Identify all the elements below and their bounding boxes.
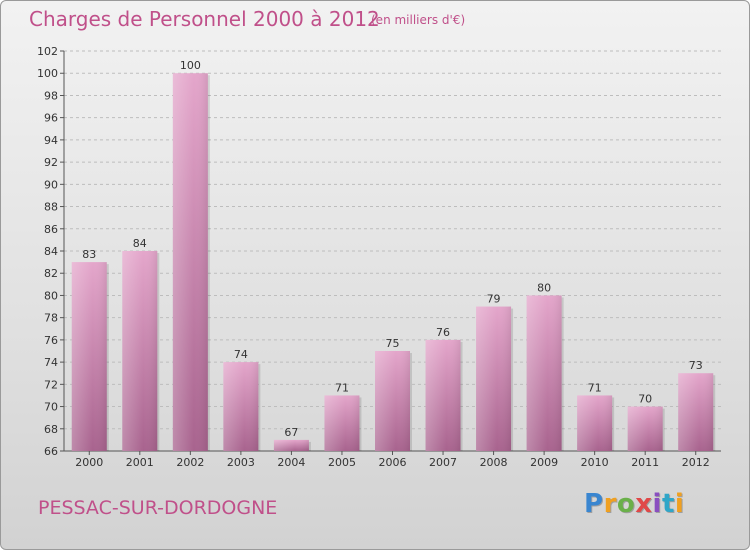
bar-value-label: 73 [689,359,703,372]
bar-value-label: 74 [234,348,248,361]
bar-value-label: 70 [638,393,652,406]
x-tick-label: 2002 [176,456,204,469]
x-tick-label: 2009 [530,456,558,469]
bar-value-label: 79 [487,293,501,306]
y-tick-label: 66 [44,445,58,458]
x-tick-label: 2007 [429,456,457,469]
x-tick-label: 2004 [277,456,305,469]
bar-value-label: 84 [133,237,147,250]
chart-subtitle: (en milliers d'€) [371,13,466,27]
bar-value-label: 75 [386,337,400,350]
logo-letter: i [674,489,685,519]
y-tick-label: 78 [44,312,58,325]
bar-sheen [425,339,461,451]
bar-value-label: 80 [537,281,551,294]
logo-letter: P [584,489,604,519]
bar-sheen [273,439,309,451]
y-tick-label: 102 [37,45,58,58]
bar-sheen [223,362,259,451]
bar-sheen [526,295,562,451]
logo-letter: x [635,489,653,519]
x-tick-label: 2010 [581,456,609,469]
bar-sheen [627,406,663,451]
x-tick-label: 2001 [126,456,154,469]
y-tick-label: 94 [44,134,58,147]
y-tick-label: 76 [44,334,58,347]
y-tick-label: 86 [44,223,58,236]
y-tick-label: 90 [44,178,58,191]
bar-value-label: 71 [588,381,602,394]
proxiti-logo[interactable]: Proxiti [584,489,684,519]
x-tick-label: 2005 [328,456,356,469]
chart-title: Charges de Personnel 2000 à 2012 [29,7,380,31]
logo-letter: r [603,489,617,519]
bar-sheen [577,395,613,451]
y-tick-label: 98 [44,89,58,102]
bar-sheen [678,373,714,451]
y-tick-label: 80 [44,289,58,302]
bar-sheen [122,251,158,451]
bar-sheen [172,73,208,451]
y-tick-label: 88 [44,201,58,214]
y-tick-label: 72 [44,378,58,391]
y-tick-label: 100 [37,67,58,80]
logo-letter: o [616,489,636,519]
y-tick-label: 68 [44,423,58,436]
y-tick-label: 96 [44,112,58,125]
x-tick-label: 2008 [480,456,508,469]
bar-sheen [324,395,360,451]
logo-letter: t [661,489,675,519]
bar-value-label: 83 [82,248,96,261]
logo-letter: i [652,489,662,519]
bar-sheen [476,306,512,451]
x-tick-label: 2012 [682,456,710,469]
y-tick-label: 82 [44,267,58,280]
y-tick-label: 70 [44,401,58,414]
bar-value-label: 100 [180,59,201,72]
x-tick-label: 2006 [379,456,407,469]
x-tick-label: 2011 [631,456,659,469]
commune-name: PESSAC-SUR-DORDOGNE [38,497,278,519]
bar-sheen [375,351,410,451]
x-tick-label: 2003 [227,456,255,469]
x-tick-label: 2000 [75,456,103,469]
y-tick-label: 84 [44,245,58,258]
y-tick-label: 92 [44,156,58,169]
y-tick-label: 74 [44,356,58,369]
bar-value-label: 67 [284,426,298,439]
bar-value-label: 76 [436,326,450,339]
bar-value-label: 71 [335,381,349,394]
bar-sheen [71,262,107,451]
